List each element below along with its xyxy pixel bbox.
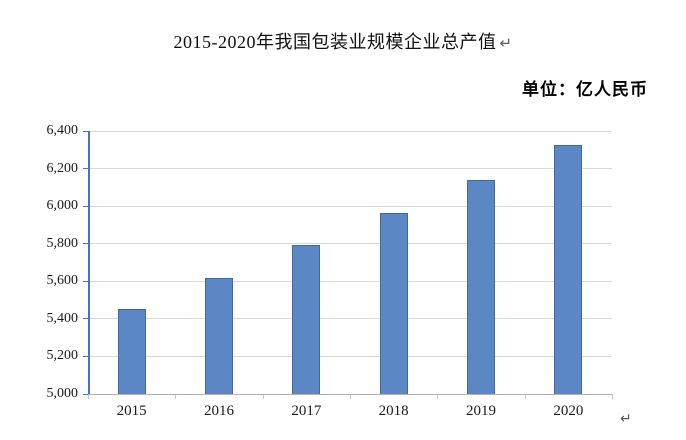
gridline xyxy=(88,318,612,320)
x-axis-category-label: 2019 xyxy=(465,403,496,419)
x-axis-category-label: 2017 xyxy=(291,403,322,419)
gridline xyxy=(88,205,612,207)
y-axis-tick xyxy=(83,243,88,245)
x-axis-category-label: 2020 xyxy=(553,403,584,419)
unit-label: 单位：亿人民币 xyxy=(522,80,648,99)
bar-2017 xyxy=(292,244,321,394)
gridline xyxy=(88,243,612,245)
y-axis-tick-label: 6,000 xyxy=(46,198,79,214)
gridline xyxy=(88,168,612,170)
y-axis-tick xyxy=(83,130,88,132)
bar-2018 xyxy=(379,212,408,394)
bar-2015 xyxy=(117,308,146,394)
x-axis-tick xyxy=(524,395,526,399)
y-axis-tick xyxy=(83,355,88,357)
x-axis-tick xyxy=(262,395,264,399)
y-axis-tick xyxy=(83,168,88,170)
y-axis-tick xyxy=(83,318,88,320)
y-axis-tick-label: 5,600 xyxy=(46,273,79,289)
y-axis-tick-label: 6,400 xyxy=(46,123,79,138)
gridline xyxy=(88,355,612,357)
y-axis-tick xyxy=(83,393,88,395)
bar-2019 xyxy=(467,179,495,394)
return-mark-icon: ↵ xyxy=(499,34,513,52)
y-axis-tick xyxy=(83,205,88,207)
y-axis-line xyxy=(88,131,90,394)
y-axis-tick-label: 5,800 xyxy=(46,235,79,251)
y-axis-tick-label: 5,000 xyxy=(46,386,79,401)
x-axis-category-label: 2016 xyxy=(203,403,234,419)
x-axis-category-label: 2015 xyxy=(116,403,147,419)
x-axis-tick xyxy=(612,395,613,399)
y-axis-tick-label: 6,200 xyxy=(46,160,79,176)
y-axis-tick xyxy=(83,280,88,282)
y-axis-tick-label: 5,400 xyxy=(46,310,79,326)
gridline xyxy=(88,130,612,132)
chart-title: 2015-2020年我国包装业规模企业总产值 xyxy=(173,32,497,52)
gridline xyxy=(88,280,612,282)
x-axis-line xyxy=(88,394,613,395)
x-axis-tick xyxy=(350,395,351,399)
y-axis-tick-label: 5,200 xyxy=(46,348,79,364)
x-axis-tick xyxy=(88,395,89,399)
bar-2020 xyxy=(554,145,583,394)
chart-title-row: 2015-2020年我国包装业规模企业总产值 ↵ xyxy=(0,28,686,54)
x-axis-tick xyxy=(437,395,439,399)
x-axis-tick xyxy=(175,395,177,399)
return-mark-icon: ↵ xyxy=(620,411,632,427)
bar-2016 xyxy=(205,277,233,394)
x-axis-category-label: 2018 xyxy=(378,403,409,419)
